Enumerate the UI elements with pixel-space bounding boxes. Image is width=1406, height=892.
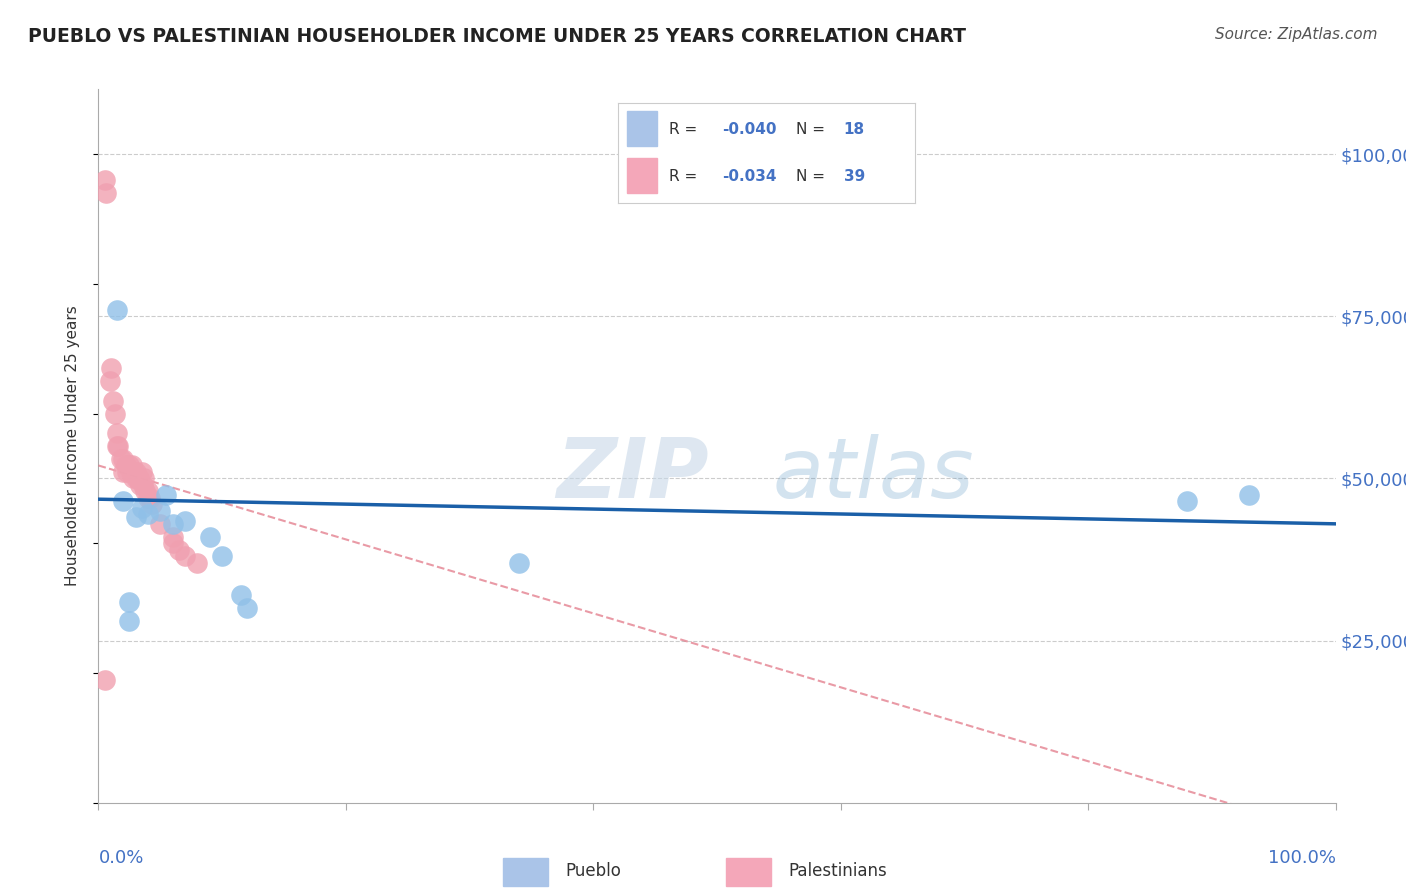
- Point: [112, 465, 135, 479]
- Point: [236, 601, 259, 615]
- Point: [149, 516, 172, 531]
- Text: atlas: atlas: [773, 434, 974, 515]
- Point: [136, 507, 159, 521]
- Point: [118, 595, 141, 609]
- Point: [136, 484, 159, 499]
- Point: [122, 471, 145, 485]
- Point: [114, 458, 136, 473]
- Point: [124, 471, 146, 485]
- Point: [162, 536, 184, 550]
- Point: [93, 173, 115, 187]
- Point: [1237, 488, 1260, 502]
- Point: [110, 452, 132, 467]
- Point: [198, 530, 221, 544]
- Point: [134, 471, 156, 485]
- Point: [134, 484, 156, 499]
- Point: [131, 500, 153, 515]
- Point: [136, 491, 159, 505]
- Point: [132, 478, 155, 492]
- Point: [128, 471, 150, 485]
- Y-axis label: Householder Income Under 25 years: Householder Income Under 25 years: [65, 306, 80, 586]
- Text: ZIP: ZIP: [557, 434, 709, 515]
- Point: [229, 588, 252, 602]
- Point: [1175, 494, 1198, 508]
- Text: Source: ZipAtlas.com: Source: ZipAtlas.com: [1215, 27, 1378, 42]
- Point: [155, 488, 177, 502]
- Point: [98, 374, 121, 388]
- Text: 0.0%: 0.0%: [98, 849, 143, 867]
- Point: [118, 614, 141, 628]
- Point: [120, 465, 142, 479]
- Point: [94, 186, 117, 200]
- Point: [112, 452, 135, 467]
- Point: [162, 516, 184, 531]
- Point: [131, 465, 153, 479]
- Point: [124, 510, 146, 524]
- Point: [103, 393, 125, 408]
- Text: PUEBLO VS PALESTINIAN HOUSEHOLDER INCOME UNDER 25 YEARS CORRELATION CHART: PUEBLO VS PALESTINIAN HOUSEHOLDER INCOME…: [28, 27, 966, 45]
- Point: [174, 514, 197, 528]
- Point: [105, 302, 128, 317]
- Point: [107, 439, 129, 453]
- Point: [129, 478, 152, 492]
- Point: [124, 465, 146, 479]
- Point: [127, 471, 149, 485]
- Point: [118, 458, 141, 473]
- Point: [124, 465, 146, 479]
- Point: [141, 497, 163, 511]
- Point: [105, 439, 128, 453]
- Point: [508, 556, 530, 570]
- Point: [186, 556, 208, 570]
- Text: 100.0%: 100.0%: [1268, 849, 1336, 867]
- Point: [174, 549, 197, 564]
- Point: [103, 407, 125, 421]
- Point: [139, 491, 162, 505]
- Point: [162, 530, 184, 544]
- Point: [149, 504, 172, 518]
- Point: [112, 494, 135, 508]
- Point: [211, 549, 233, 564]
- Point: [105, 425, 128, 440]
- Point: [115, 465, 138, 479]
- Point: [167, 542, 190, 557]
- Point: [100, 361, 122, 376]
- Point: [121, 458, 143, 473]
- Point: [93, 673, 115, 687]
